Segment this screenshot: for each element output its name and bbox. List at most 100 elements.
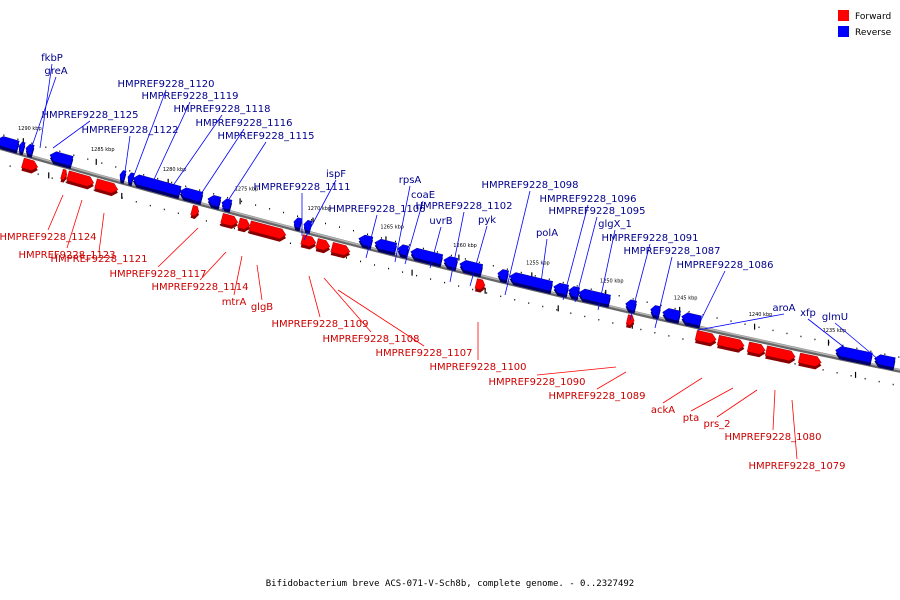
tick-label: 1240 kbp [749,312,773,318]
gene-block-face [207,195,222,208]
forward-gene-block [300,234,317,250]
forward-gene-label-hmpref9228-1080: HMPREF9228_1080 [724,432,821,443]
leader-line [504,190,531,296]
reverse-gene-block [497,269,510,284]
leader-line [690,387,734,412]
gene-block-face [0,136,20,151]
leader-line [132,89,167,179]
leader-line [365,214,378,259]
leader-line [791,399,798,460]
map-caption: Bifidobacterium breve ACS-071-V-Sch8b, c… [266,579,634,589]
tick-label: 1285 kbp [91,147,115,153]
gene-block-face [874,354,896,368]
gene-block-face [764,345,796,362]
forward-gene-block [190,204,200,219]
leader-line [404,200,424,265]
gene-block-face [220,213,239,227]
forward-gene-label-hmpref9228-1124: HMPREF9228_1124 [0,232,97,243]
reverse-gene-label-pola: polA [536,228,558,239]
gene-block-face [410,247,444,265]
forward-gene-label-prs-2: prs_2 [703,419,730,430]
reverse-gene-block [681,312,702,329]
reverse-gene-block [459,260,484,278]
gene-block-face [662,308,681,322]
legend-reverse-swatch [838,26,849,37]
forward-gene-block [474,278,486,293]
gene-block-face [300,234,317,247]
forward-gene-label-hmpref9228-1123: HMPREF9228_1123 [18,250,115,261]
tick-label: 1270 kbp [308,206,332,212]
leader-line [394,185,411,263]
reverse-gene-label-hmpref9228-1125: HMPREF9228_1125 [41,110,138,121]
reverse-gene-label-rpsa: rpsA [399,175,422,186]
leader-line [539,238,548,291]
reverse-gene-block [293,217,303,232]
leader-line [697,270,726,327]
gene-block-face [25,143,35,156]
reverse-gene-label-fkbp: fkbP [41,53,63,64]
reverse-gene-block [374,238,398,256]
gene-block-face [746,341,766,355]
leader-line [469,225,488,287]
leader-line [562,204,589,301]
reverse-gene-block [179,187,204,205]
reverse-gene-label-hmpref9228-1098: HMPREF9228_1098 [481,180,578,191]
leader-line [98,212,105,253]
forward-gene-label-hmpref9228-1117: HMPREF9228_1117 [109,269,206,280]
forward-gene-label-hmpref9228-1109: HMPREF9228_1109 [271,319,368,330]
leader-line [807,318,855,356]
gene-block-face [798,352,822,367]
reverse-gene-label-hmpref9228-1102: HMPREF9228_1102 [415,201,512,212]
tick-label: 1290 kbp [18,126,42,132]
forward-gene-label-glgb: glgB [251,302,273,313]
legend: Forward Reverse [838,10,892,38]
reverse-gene-label-hmpref9228-1111: HMPREF9228_1111 [253,182,350,193]
forward-gene-label-hmpref9228-1121: HMPREF9228_1121 [50,254,147,265]
leader-line [221,141,267,211]
forward-gene-label-hmpref9228-1107: HMPREF9228_1107 [375,348,472,359]
gene-label-layer: fkbP greA HMPREF9228_1125 HMPREF9228_1122 HM… [0,53,848,472]
forward-gene-label-hmpref9228-1114: HMPREF9228_1114 [151,282,248,293]
leader-line [654,256,673,329]
reverse-gene-label-hmpref9228-1091: HMPREF9228_1091 [601,233,698,244]
legend-forward-label: Forward [855,12,891,22]
gene-block-face [18,141,26,153]
forward-gene-block [716,334,745,353]
leader-line [629,243,651,321]
leader-line [834,322,886,366]
forward-gene-block [237,217,251,233]
leader-line [149,101,191,189]
tick-label: 1250 kbp [600,278,624,284]
gene-block-face [315,238,331,251]
reverse-gene-block [207,195,222,210]
gene-block-face [237,217,251,230]
reverse-gene-label-hmpref9228-1086: HMPREF9228_1086 [676,260,773,271]
tick-label: 1265 kbp [380,225,404,231]
reverse-gene-block [397,244,410,259]
leader-line [697,313,785,331]
gene-block-face [60,168,68,180]
leader-line [157,227,199,268]
leader-line [199,251,227,281]
gene-block-face [578,288,611,306]
gene-block-face [374,238,398,254]
gene-block-face [330,242,351,256]
leader-line [574,216,598,303]
gene-block-face [716,334,745,350]
forward-gene-label-pta: pta [683,413,699,424]
reverse-gene-label-coae: coaE [411,190,435,201]
reverse-gene-label-hmpref9228-1115: HMPREF9228_1115 [217,131,314,142]
reverse-gene-block [132,174,182,199]
forward-gene-block [330,242,351,259]
reverse-gene-label-glgx-1: glgX_1 [598,219,632,230]
gene-block-face [397,244,410,257]
leader-line [429,226,442,269]
forward-gene-block [746,341,766,358]
reverse-gene-label-hmpref9228-1119: HMPREF9228_1119 [141,91,238,102]
gene-block-face [509,272,554,292]
legend-reverse-label: Reverse [855,28,892,38]
forward-gene-label-acka: ackA [651,405,675,416]
leader-line [169,114,223,191]
